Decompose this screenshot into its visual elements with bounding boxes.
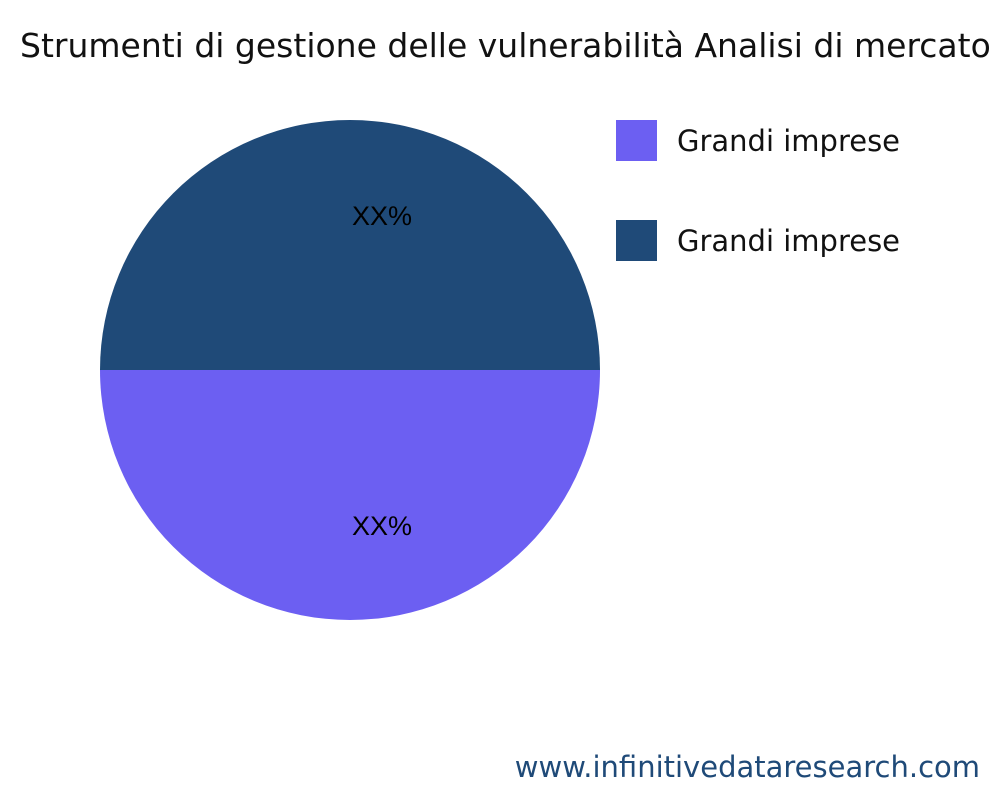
- legend-label: Grandi imprese: [677, 223, 901, 258]
- footer-url: www.infinitivedataresearch.com: [514, 750, 980, 784]
- legend-swatch: [616, 120, 657, 161]
- slice-data-label: XX%: [352, 511, 412, 541]
- slice-data-label: XX%: [352, 201, 412, 231]
- legend-item: Grandi imprese: [616, 220, 900, 261]
- legend-label: Grandi imprese: [677, 123, 901, 158]
- chart-title: Strumenti di gestione delle vulnerabilit…: [20, 26, 991, 65]
- legend-swatch: [616, 220, 657, 261]
- legend-item: Grandi imprese: [616, 120, 900, 161]
- pie-slice: [100, 370, 600, 620]
- pie-slice: [100, 120, 600, 370]
